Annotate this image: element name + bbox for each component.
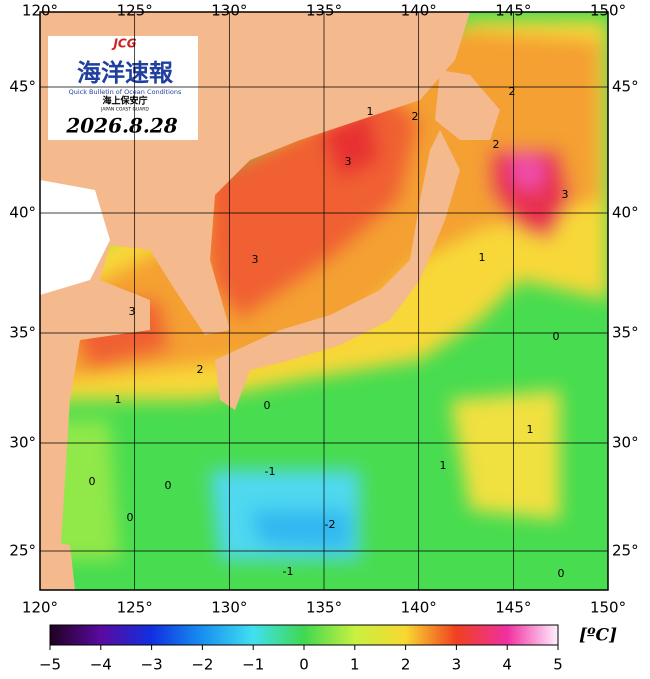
lat-label-right: 45° (612, 78, 639, 96)
lon-label-bottom: 130° (211, 599, 247, 617)
lat-label-left: 25° (9, 542, 36, 560)
lon-label-bottom: 140° (401, 599, 437, 617)
contour-label: 0 (127, 511, 134, 524)
lon-label-bottom: 125° (117, 599, 153, 617)
lon-label-top: 130° (211, 2, 247, 20)
contour-label: 0 (553, 330, 560, 343)
contour-label: -1 (265, 465, 276, 478)
lon-label-top: 150° (590, 2, 626, 20)
colorbar-tick-label: 0 (299, 656, 309, 674)
contour-label: 3 (129, 305, 136, 318)
lon-label-top: 125° (117, 2, 153, 20)
colorbar-tick-label: −2 (191, 656, 213, 674)
contour-label: 1 (479, 251, 486, 264)
contour-label: 3 (345, 155, 352, 168)
lat-label-right: 30° (612, 434, 639, 452)
colorbar (49, 624, 559, 646)
contour-label: 1 (115, 393, 122, 406)
contour-label: 2 (412, 110, 419, 123)
contour-label: 0 (264, 399, 271, 412)
logo-mark: JCG (111, 37, 136, 51)
colorbar-tick-label: 5 (553, 656, 563, 674)
logo-agency-en: JAPAN COAST GUARD (100, 107, 149, 113)
logo-title: 海洋速報 (77, 59, 174, 87)
lon-label-bottom: 120° (22, 599, 58, 617)
contour-label: 2 (197, 363, 204, 376)
colorbar-tick-label: 3 (452, 656, 462, 674)
lat-label-left: 30° (9, 434, 36, 452)
contour-label: 1 (440, 459, 447, 472)
colorbar-tick-label: 4 (502, 656, 512, 674)
colorbar-unit: [ºC] (579, 626, 617, 646)
colorbar-tick-label: −5 (39, 656, 61, 674)
colorbar-tick-label: 2 (401, 656, 411, 674)
contour-label: 1 (527, 423, 534, 436)
contour-label: 0 (89, 475, 96, 488)
lon-label-top: 145° (495, 2, 531, 20)
lat-label-left: 40° (9, 204, 36, 222)
contour-label: 0 (165, 479, 172, 492)
colorbar-tick-label: 1 (350, 656, 360, 674)
contour-label: -1 (283, 565, 294, 578)
lon-label-top: 120° (22, 2, 58, 20)
contour-label: -2 (325, 518, 336, 531)
contour-label: 3 (252, 253, 259, 266)
lon-label-top: 135° (306, 2, 342, 20)
logo: JCG 海洋速報 Quick Bulletin of Ocean Conditi… (48, 36, 198, 140)
contour-label: 2 (509, 85, 516, 98)
lat-label-right: 40° (612, 204, 639, 222)
lon-label-bottom: 150° (590, 599, 626, 617)
colorbar-tick-label: −3 (141, 656, 163, 674)
lat-label-right: 35° (612, 324, 639, 342)
lat-label-right: 25° (612, 542, 639, 560)
contour-label: 3 (562, 188, 569, 201)
colorbar-tick-label: −1 (242, 656, 264, 674)
contour-label: 0 (558, 567, 565, 580)
logo-subtitle: Quick Bulletin of Ocean Conditions (69, 88, 182, 96)
contour-label: 1 (367, 105, 374, 118)
lat-label-left: 45° (9, 78, 36, 96)
lon-label-bottom: 145° (495, 599, 531, 617)
logo-agency: 海上保安庁 (102, 95, 147, 107)
date: 2026.8.28 (65, 114, 177, 138)
lon-label-bottom: 135° (306, 599, 342, 617)
lon-label-top: 140° (401, 2, 437, 20)
contour-label: 2 (493, 138, 500, 151)
colorbar-tick-label: −4 (90, 656, 112, 674)
lat-label-left: 35° (9, 324, 36, 342)
